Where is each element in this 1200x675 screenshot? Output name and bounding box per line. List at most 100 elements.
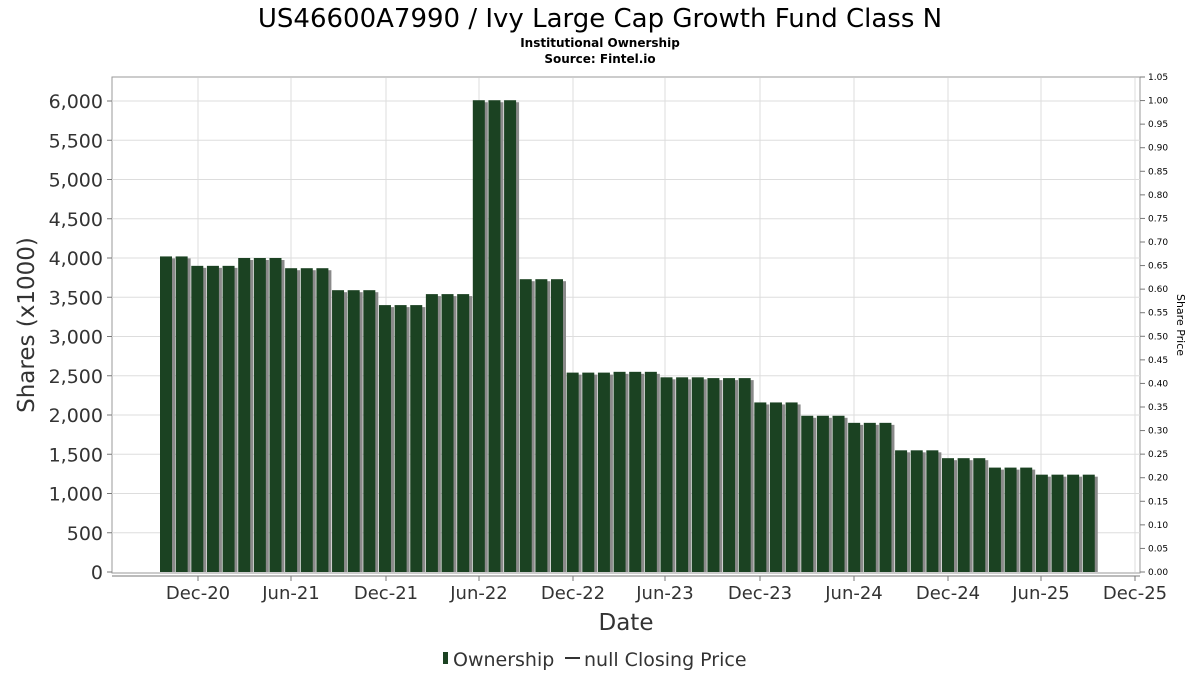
y-axis-label: Shares (x1000) (14, 237, 40, 413)
y2-tick-label: 0.95 (1148, 120, 1168, 130)
y2-tick-label: 0.00 (1148, 568, 1168, 578)
bar-ownership (1067, 474, 1080, 572)
y2-tick-label: 0.50 (1148, 332, 1168, 342)
bar-ownership (910, 450, 923, 572)
legend-ownership-label: Ownership (453, 649, 554, 671)
y2-tick-label: 0.15 (1148, 497, 1168, 507)
y-tick-label: 4,500 (49, 209, 103, 231)
bar-ownership (285, 268, 298, 572)
y2-tick-label: 0.20 (1148, 474, 1168, 484)
bar-ownership (582, 372, 595, 572)
bar-ownership (175, 256, 188, 572)
x-tick-label: Dec-24 (916, 583, 980, 604)
x-tick-label: Jun-25 (1011, 583, 1070, 604)
bar-ownership (879, 422, 892, 572)
y-tick-label: 5,000 (49, 170, 103, 192)
y2-tick-label: 0.70 (1148, 238, 1168, 248)
y2-tick-label: 0.10 (1148, 521, 1168, 531)
chart-title: US46600A7990 / Ivy Large Cap Growth Fund… (258, 4, 942, 34)
bar-ownership (848, 422, 861, 572)
x-tick-label: Dec-25 (1103, 583, 1167, 604)
bar-ownership (457, 294, 470, 572)
bar-ownership (332, 290, 345, 572)
legend-price-label: null Closing Price (584, 649, 747, 671)
y2-tick-label: 0.80 (1148, 191, 1168, 201)
bar-ownership (1035, 474, 1048, 572)
y2-tick-label: 0.75 (1148, 214, 1168, 224)
y2-tick-label: 1.05 (1148, 73, 1168, 83)
y-tick-label: 6,000 (49, 91, 103, 113)
bar-ownership (926, 450, 939, 572)
y2-tick-label: 0.45 (1148, 356, 1168, 366)
x-tick-label: Jun-22 (449, 583, 508, 604)
bar-ownership (738, 378, 751, 572)
bar-ownership (206, 265, 219, 572)
bar-ownership (801, 415, 814, 572)
bar-ownership (613, 371, 626, 572)
bar-ownership (160, 256, 172, 572)
bar-ownership (394, 305, 407, 572)
bar-ownership (347, 290, 360, 572)
y2-axis-ticks: 0.00 0.05 0.10 0.15 0.20 0.25 0.30 0.35 0.40 0.45… (1140, 73, 1168, 578)
bar-ownership (410, 305, 423, 572)
bar-ownership (566, 372, 579, 572)
bar-ownership (988, 467, 1001, 572)
legend-ownership-marker (443, 652, 448, 664)
y-tick-label: 0 (91, 562, 103, 584)
y2-tick-label: 0.35 (1148, 403, 1168, 413)
bars (160, 100, 1098, 572)
y-tick-label: 500 (67, 523, 103, 545)
y-tick-label: 3,000 (49, 327, 103, 349)
bar-ownership (597, 372, 610, 572)
bar-ownership (425, 294, 438, 572)
y2-axis-label: Share Price (1174, 294, 1187, 356)
x-tick-label: Jun-21 (261, 583, 320, 604)
bar-ownership (378, 305, 391, 572)
bar-ownership (707, 378, 720, 572)
bar-ownership (1004, 467, 1017, 572)
y2-tick-label: 0.85 (1148, 167, 1168, 177)
bar-ownership (629, 371, 642, 572)
bar-ownership (895, 450, 908, 572)
bar-ownership (832, 415, 845, 572)
x-tick-label: Dec-21 (354, 583, 418, 604)
y-tick-label: 1,000 (49, 484, 103, 506)
y-tick-label: 4,000 (49, 248, 103, 270)
chart-subtitle: Institutional Ownership (520, 36, 680, 50)
bar-ownership (1082, 474, 1095, 572)
y2-tick-label: 0.60 (1148, 285, 1168, 295)
y-tick-label: 2,000 (49, 405, 103, 427)
y-tick-label: 2,500 (49, 366, 103, 388)
y2-tick-label: 0.25 (1148, 450, 1168, 460)
bar-ownership (472, 100, 485, 572)
bar-ownership (863, 422, 876, 572)
bar-ownership (644, 371, 657, 572)
bar-ownership (222, 265, 235, 572)
bar-ownership (660, 377, 673, 572)
bar-ownership (535, 279, 548, 572)
x-tick-label: Dec-22 (541, 583, 605, 604)
bar-ownership (269, 258, 282, 572)
y-axis-ticks: 0 500 1,000 1,500 2,000 2,500 3,000 3,500 4,000 4… (49, 91, 112, 584)
legend: Ownership null Closing Price (443, 649, 747, 671)
bar-ownership (1020, 467, 1033, 572)
bar-ownership (785, 402, 798, 572)
bar-ownership (551, 279, 563, 572)
y2-tick-label: 1.00 (1148, 97, 1168, 107)
bar-ownership (691, 377, 704, 572)
y2-tick-label: 0.55 (1148, 309, 1168, 319)
bar-ownership (191, 265, 204, 572)
bar-ownership (769, 402, 782, 572)
bar-ownership (723, 378, 736, 572)
x-axis-label: Date (599, 610, 654, 636)
y-tick-label: 3,500 (49, 287, 103, 309)
y2-tick-label: 0.30 (1148, 427, 1168, 437)
chart-source: Source: Fintel.io (544, 52, 655, 66)
x-axis-ticks: Dec-20 Jun-21 Dec-21 Jun-22 Dec-22 Jun-23 Dec-… (166, 576, 1167, 604)
bar-ownership (942, 458, 954, 572)
bar-ownership (973, 458, 986, 572)
x-tick-label: Dec-23 (728, 583, 792, 604)
y2-tick-label: 0.40 (1148, 379, 1168, 389)
bar-ownership (253, 258, 266, 572)
